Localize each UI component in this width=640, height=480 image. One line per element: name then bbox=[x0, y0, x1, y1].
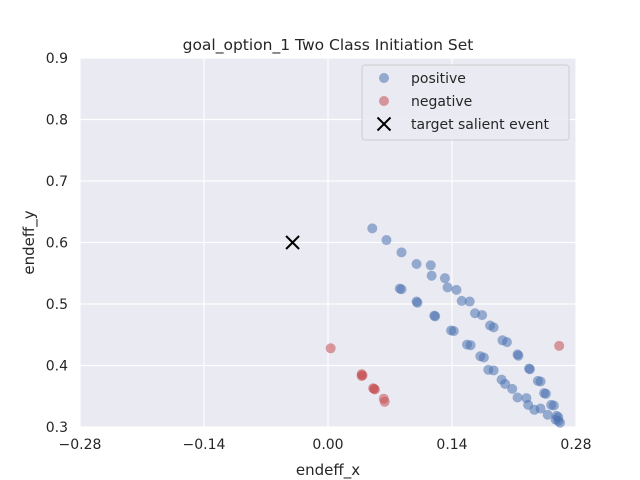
legend-marker-negative bbox=[379, 96, 389, 106]
y-tick-label: 0.3 bbox=[46, 420, 68, 436]
negative-point bbox=[369, 384, 380, 395]
chart-title: goal_option_1 Two Class Initiation Set bbox=[183, 36, 474, 55]
positive-point bbox=[524, 364, 535, 375]
data-points bbox=[285, 223, 566, 428]
x-tick-labels: −0.28 −0.14 0.00 0.14 0.28 bbox=[59, 437, 592, 453]
positive-point bbox=[448, 326, 459, 337]
y-tick-label: 0.5 bbox=[46, 297, 68, 313]
y-tick-label: 0.7 bbox=[46, 174, 68, 190]
y-axis-label: endeff_y bbox=[20, 210, 39, 274]
x-tick-label: −0.28 bbox=[59, 437, 102, 453]
positive-point bbox=[464, 296, 475, 307]
negative-point bbox=[554, 340, 565, 351]
positive-point bbox=[396, 284, 407, 295]
negative-point bbox=[325, 343, 336, 354]
positive-point bbox=[477, 310, 488, 321]
positive-point bbox=[535, 403, 546, 414]
positive-point bbox=[439, 273, 450, 284]
positive-point bbox=[430, 311, 441, 322]
positive-point bbox=[411, 259, 422, 270]
positive-point bbox=[442, 282, 453, 293]
positive-point bbox=[425, 260, 436, 271]
positive-point bbox=[542, 409, 553, 420]
positive-point bbox=[550, 414, 561, 425]
y-tick-label: 0.9 bbox=[46, 51, 68, 67]
positive-point bbox=[451, 284, 462, 295]
legend-box bbox=[361, 64, 570, 141]
positive-point bbox=[456, 295, 467, 306]
positive-point bbox=[381, 235, 392, 246]
legend: positive negative target salient event bbox=[361, 64, 570, 141]
positive-point bbox=[540, 388, 551, 399]
legend-label-negative: negative bbox=[411, 94, 472, 110]
positive-point bbox=[513, 350, 524, 361]
legend-label-positive: positive bbox=[411, 71, 466, 87]
y-tick-label: 0.8 bbox=[46, 113, 68, 129]
x-tick-label: 0.14 bbox=[436, 437, 467, 453]
positive-point bbox=[512, 392, 523, 403]
x-tick-label: 0.28 bbox=[560, 437, 591, 453]
positive-point bbox=[535, 376, 546, 387]
target-salient-event-point bbox=[285, 235, 300, 250]
x-axis-label: endeff_x bbox=[296, 461, 360, 480]
positive-point bbox=[465, 340, 476, 351]
positive-point bbox=[501, 337, 512, 348]
positive-point bbox=[488, 365, 499, 376]
y-tick-label: 0.6 bbox=[46, 236, 68, 252]
legend-marker-positive bbox=[379, 73, 389, 83]
x-tick-label: −0.14 bbox=[183, 437, 226, 453]
legend-marker-target bbox=[376, 116, 392, 132]
positive-point bbox=[367, 223, 378, 234]
negative-point bbox=[379, 396, 390, 407]
positive-point bbox=[478, 352, 489, 363]
y-tick-labels: 0.3 0.4 0.5 0.6 0.7 0.8 0.9 bbox=[46, 51, 68, 436]
x-tick-label: 0.00 bbox=[312, 437, 343, 453]
positive-point bbox=[488, 322, 499, 333]
negative-point bbox=[357, 370, 368, 381]
y-tick-label: 0.4 bbox=[46, 359, 68, 375]
positive-point bbox=[548, 400, 559, 411]
positive-point bbox=[500, 378, 511, 389]
positive-point bbox=[412, 297, 423, 308]
positive-point bbox=[507, 383, 518, 394]
positive-point bbox=[396, 247, 407, 258]
legend-label-target: target salient event bbox=[411, 117, 549, 133]
positive-point bbox=[426, 270, 437, 281]
